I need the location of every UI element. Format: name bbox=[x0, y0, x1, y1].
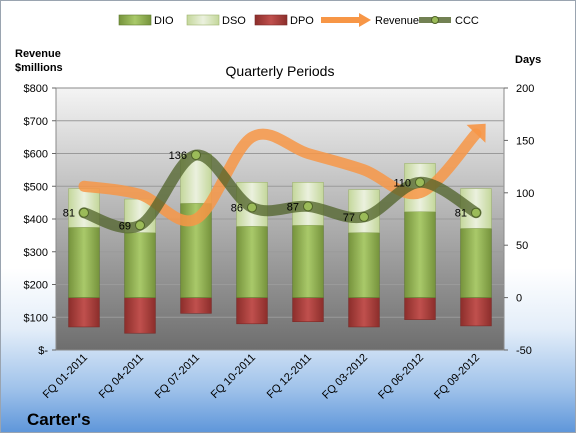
right-tick-label: 150 bbox=[516, 135, 534, 147]
dpo-bar bbox=[292, 297, 324, 323]
line-series: 81 69 136 86 87 77 110 81 bbox=[63, 123, 486, 234]
x-tick-label: FQ 01-2011 bbox=[41, 352, 90, 401]
revenue-arrowhead bbox=[466, 123, 486, 143]
dpo-bar bbox=[180, 297, 212, 314]
ccc-data-label: 136 bbox=[169, 150, 187, 162]
ccc-marker bbox=[359, 211, 369, 222]
company-name: Carter's bbox=[27, 410, 91, 429]
right-tick-label: 200 bbox=[516, 83, 534, 95]
legend-label-dso: DSO bbox=[222, 15, 246, 27]
x-tick-label: FQ 04-2011 bbox=[97, 352, 146, 401]
dio-bar bbox=[292, 224, 324, 298]
dpo-bar bbox=[460, 297, 492, 327]
right-axis: -50 0 50 100 150 200 bbox=[504, 83, 534, 357]
legend-arrowhead-revenue bbox=[359, 13, 371, 27]
legend-label-dpo: DPO bbox=[290, 15, 314, 27]
dio-bar bbox=[404, 211, 436, 298]
right-tick-label: 50 bbox=[516, 240, 528, 252]
right-axis-label: Days bbox=[515, 54, 541, 66]
ccc-data-label: 81 bbox=[455, 208, 467, 220]
left-tick-label: $200 bbox=[24, 280, 48, 292]
legend-swatch-dpo bbox=[254, 14, 288, 26]
ccc-marker bbox=[303, 201, 313, 212]
ccc-data-label: 86 bbox=[231, 202, 243, 214]
chart-legend: DIO DSO DPO Revenue CCC bbox=[118, 13, 479, 27]
right-tick-label: 100 bbox=[516, 188, 534, 200]
dio-bar bbox=[460, 228, 492, 298]
revenue-line bbox=[78, 128, 482, 227]
left-tick-label: $100 bbox=[24, 312, 48, 324]
right-tick-label: -50 bbox=[516, 345, 532, 357]
dpo-bar bbox=[124, 297, 156, 334]
left-tick-label: $800 bbox=[24, 83, 48, 95]
left-axis-label-line2: $millions bbox=[15, 62, 63, 74]
dio-bar bbox=[68, 227, 100, 298]
x-tick-label: FQ 07-2011 bbox=[153, 352, 202, 401]
left-tick-label: $- bbox=[38, 345, 48, 357]
dio-bar bbox=[348, 232, 380, 298]
ccc-data-label: 77 bbox=[343, 212, 355, 224]
x-tick-label: FQ 06-2012 bbox=[376, 352, 426, 402]
chart-title: Quarterly Periods bbox=[226, 63, 335, 79]
x-tick-label: FQ 12-2011 bbox=[265, 352, 314, 401]
ccc-data-label: 81 bbox=[63, 208, 75, 220]
dpo-bar bbox=[348, 297, 380, 328]
x-tick-label: FQ 09-2012 bbox=[432, 352, 482, 402]
dio-bar bbox=[236, 226, 268, 298]
ccc-line bbox=[78, 149, 482, 234]
left-axis: $- $100 $200 $300 $400 $500 $600 $700 $800 bbox=[24, 83, 56, 357]
dpo-bar bbox=[404, 297, 436, 320]
ccc-marker bbox=[471, 207, 481, 218]
right-tick-label: 0 bbox=[516, 293, 522, 305]
left-tick-label: $300 bbox=[24, 247, 48, 259]
legend-swatch-dso bbox=[186, 14, 220, 26]
ccc-marker bbox=[79, 207, 89, 218]
x-axis: FQ 01-2011 FQ 04-2011 FQ 07-2011 FQ 10-2011… bbox=[41, 352, 482, 402]
x-tick-label: FQ 03-2012 bbox=[320, 352, 370, 402]
left-tick-label: $700 bbox=[24, 116, 48, 128]
ccc-data-label: 110 bbox=[393, 177, 411, 189]
legend-label-revenue: Revenue bbox=[375, 15, 419, 27]
ccc-data-label: 69 bbox=[119, 220, 131, 232]
ccc-marker bbox=[191, 150, 201, 161]
left-axis-label-line1: Revenue bbox=[15, 48, 61, 60]
legend-label-dio: DIO bbox=[154, 15, 174, 27]
ccc-marker bbox=[415, 177, 425, 188]
x-tick-label: FQ 10-2011 bbox=[209, 352, 258, 401]
left-tick-label: $500 bbox=[24, 181, 48, 193]
legend-marker-ccc bbox=[431, 16, 439, 24]
dpo-bar bbox=[68, 297, 100, 328]
left-tick-label: $600 bbox=[24, 149, 48, 161]
legend-swatch-dio bbox=[118, 14, 152, 26]
ccc-marker bbox=[135, 220, 145, 231]
legend-label-ccc: CCC bbox=[455, 15, 479, 27]
left-tick-label: $400 bbox=[24, 214, 48, 226]
dpo-bar bbox=[236, 297, 268, 325]
ccc-marker bbox=[247, 202, 257, 213]
dio-bar bbox=[124, 232, 156, 298]
ccc-data-label: 87 bbox=[287, 201, 299, 213]
